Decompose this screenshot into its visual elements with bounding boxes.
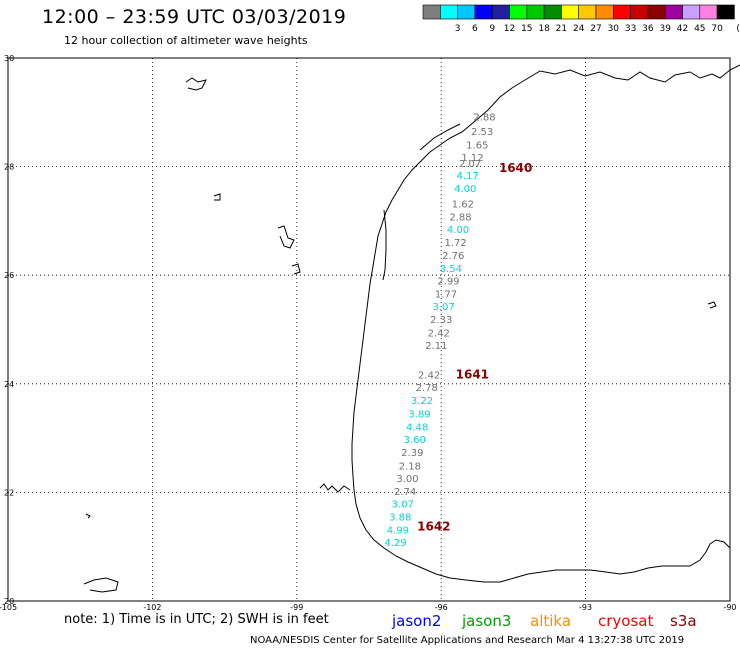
wave-height-value: 1.72 (445, 238, 467, 249)
island-small-2 (707, 301, 717, 309)
legend-jason2: jason2 (392, 612, 442, 630)
gulf-coastline (351, 64, 740, 583)
wave-height-value: 2.53 (471, 127, 493, 138)
wave-height-value: 1.65 (466, 141, 488, 152)
wave-height-value: 3.60 (404, 435, 426, 446)
graticule (8, 58, 730, 601)
wave-height-value: 1.12 (461, 153, 483, 164)
latitude-label: 30 (4, 54, 14, 63)
longitude-label: -96 (435, 603, 448, 610)
color-scale-label: 33 (625, 24, 636, 34)
coast-west-bits (319, 483, 351, 493)
wave-height-value: 3.00 (396, 474, 418, 485)
wave-height-value: 4.48 (406, 422, 428, 433)
wave-height-value: 2.39 (401, 448, 423, 459)
color-swatch (716, 4, 735, 20)
inland-lake-4 (213, 193, 221, 201)
wave-height-value: 3.07 (432, 302, 454, 313)
wave-height-value: 2.76 (442, 251, 464, 262)
wave-height-value: 3.54 (440, 264, 462, 275)
wave-height-value: 2.11 (425, 341, 447, 352)
wave-height-value: 4.17 (457, 171, 479, 182)
wave-height-value: 3.07 (392, 500, 414, 511)
color-scale-label: 18 (538, 24, 550, 34)
pass-labels: 1640 1641 1642 (417, 161, 532, 533)
wave-height-value: 1.77 (435, 289, 457, 300)
wave-height-value: 2.42 (418, 370, 440, 381)
page-subtitle: 12 hour collection of altimeter wave hei… (64, 34, 308, 47)
wave-height-value: 2.88 (473, 112, 495, 123)
longitude-label: -90 (723, 603, 736, 610)
longitude-label: -93 (579, 603, 592, 610)
pass-number-label: 1640 (499, 161, 532, 175)
wave-height-value: 3.22 (411, 396, 433, 407)
wave-height-value: 4.29 (384, 538, 406, 549)
wave-height-values: 2.88 2.53 1.651.122.074.17 4.00 1.62 2.88 4.00… (384, 112, 495, 549)
island-coast-padre (382, 209, 387, 281)
inland-lake-3 (291, 263, 301, 275)
longitude-label: -102 (143, 603, 161, 610)
color-scale-label: 21 (556, 24, 567, 34)
wave-height-value: 2.33 (430, 315, 452, 326)
wave-height-value: 4.00 (454, 184, 476, 195)
legend-cryosat: cryosat (598, 612, 654, 630)
color-scale-label: 6 (472, 24, 478, 34)
latitude-label: 28 (4, 163, 14, 172)
wave-height-value: 2.18 (399, 462, 421, 473)
color-scale-label: 3 (455, 24, 461, 34)
map-frame (7, 57, 731, 602)
inland-lake-2 (277, 225, 295, 249)
coastline (83, 64, 740, 593)
longitude-label: -99 (290, 603, 303, 610)
wave-height-value: 1.62 (452, 199, 474, 210)
color-scale-label: 39 (659, 24, 671, 34)
color-scale-label: 36 (642, 24, 654, 34)
color-scale-label: 9 (489, 24, 495, 34)
wave-height-value: 2.42 (428, 329, 450, 340)
legend-jason3: jason3 (462, 612, 512, 630)
barrier-island (419, 123, 461, 151)
island-yucatan (83, 577, 119, 593)
color-scale-unit: (ft) (736, 24, 740, 34)
color-scale-label: 70 (711, 24, 723, 34)
inland-lake-1 (185, 77, 207, 91)
color-scale-label: 12 (504, 24, 515, 34)
wave-height-value: 2.88 (449, 212, 471, 223)
wave-height-value: 2.74 (394, 487, 416, 498)
longitude-label: -105 (0, 603, 17, 610)
color-scale-label: 45 (694, 24, 705, 34)
legend-altika: altika (530, 612, 572, 630)
island-small-1 (85, 513, 91, 519)
latitude-label: 22 (4, 488, 14, 497)
wave-height-value: 4.99 (387, 526, 409, 537)
wave-height-value: 4.00 (447, 225, 469, 236)
pass-number-label: 1642 (417, 519, 450, 533)
wave-height-value: 2.78 (416, 383, 438, 394)
wave-height-value: 3.89 (408, 409, 430, 420)
wave-height-value: 3.88 (389, 513, 411, 524)
pass-number-label: 1641 (456, 367, 489, 381)
units-note: note: 1) Time is in UTC; 2) SWH is in fe… (64, 612, 329, 627)
footer-credit: NOAA/NESDIS Center for Satellite Applica… (250, 635, 685, 646)
latitude-label: 26 (4, 271, 14, 280)
color-scale-label: 42 (677, 24, 688, 34)
color-scale-label: 24 (573, 24, 585, 34)
wave-height-value: 2.99 (437, 276, 459, 287)
page-title: 12:00 – 23:59 UTC 03/03/2019 (42, 6, 347, 28)
wave-height-map: -105 -102 -99 -96 -93 -90 30 28 26 24 22 20 2.88 2.5… (0, 54, 740, 610)
legend-s3a: s3a (670, 612, 697, 630)
latitude-label: 24 (4, 380, 14, 389)
color-scale-label: 27 (590, 24, 601, 34)
color-scale-label: 30 (608, 24, 620, 34)
axis-labels: -105 -102 -99 -96 -93 -90 30 28 26 24 22 20 (0, 54, 737, 610)
color-scale-label: 15 (521, 24, 532, 34)
latitude-label: 20 (4, 597, 14, 606)
wave-height-value: 2.07 (459, 159, 481, 170)
